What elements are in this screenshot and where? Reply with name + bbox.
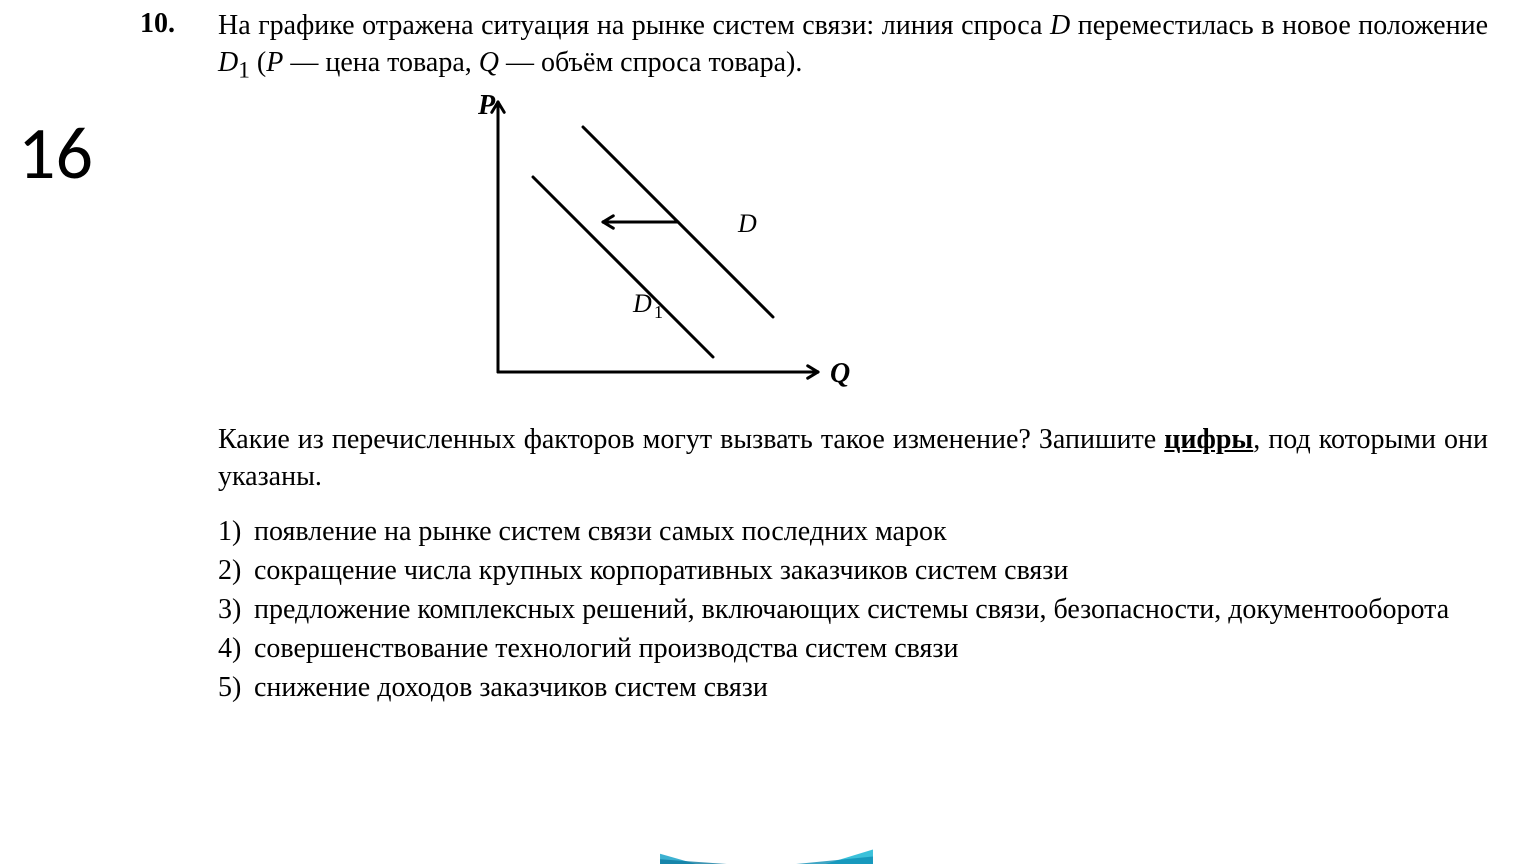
svg-text:D: D [737, 209, 757, 238]
option-text: появление на рынке систем связи самых по… [254, 514, 1488, 551]
option-row: 5)снижение доходов заказчиков систем свя… [218, 670, 1488, 707]
intro-paragraph: На графике отражена ситуация на рынке си… [218, 8, 1488, 86]
option-text: сокращение числа крупных корпоративных з… [254, 553, 1488, 590]
option-row: 2)сокращение числа крупных корпоративных… [218, 553, 1488, 590]
option-number: 5) [218, 670, 254, 707]
svg-text:Q: Q [830, 358, 850, 389]
option-row: 4)совершенствование технологий производс… [218, 631, 1488, 668]
option-text: снижение доходов заказчиков систем связи [254, 670, 1488, 707]
svg-text:P: P [477, 92, 496, 121]
option-row: 3)предложение комплексных решений, включ… [218, 592, 1488, 629]
svg-text:1: 1 [654, 302, 663, 322]
option-text: предложение комплексных решений, включаю… [254, 592, 1488, 629]
option-number: 3) [218, 592, 254, 629]
question-paragraph: Какие из перечисленных факторов могут вы… [218, 422, 1488, 496]
option-number: 4) [218, 631, 254, 668]
slide-decoration [0, 744, 1533, 864]
option-number: 1) [218, 514, 254, 551]
option-number: 2) [218, 553, 254, 590]
content-block: На графике отражена ситуация на рынке си… [218, 8, 1488, 709]
chart-wrap: PQDD1 [218, 92, 1488, 412]
svg-text:D: D [632, 289, 652, 318]
question-number: 10. [140, 8, 175, 40]
options-list: 1)появление на рынке систем связи самых … [218, 514, 1488, 707]
demand-shift-chart: PQDD1 [438, 92, 868, 412]
option-row: 1)появление на рынке систем связи самых … [218, 514, 1488, 551]
option-text: совершенствование технологий производств… [254, 631, 1488, 668]
slide-number: 16 [18, 108, 93, 198]
